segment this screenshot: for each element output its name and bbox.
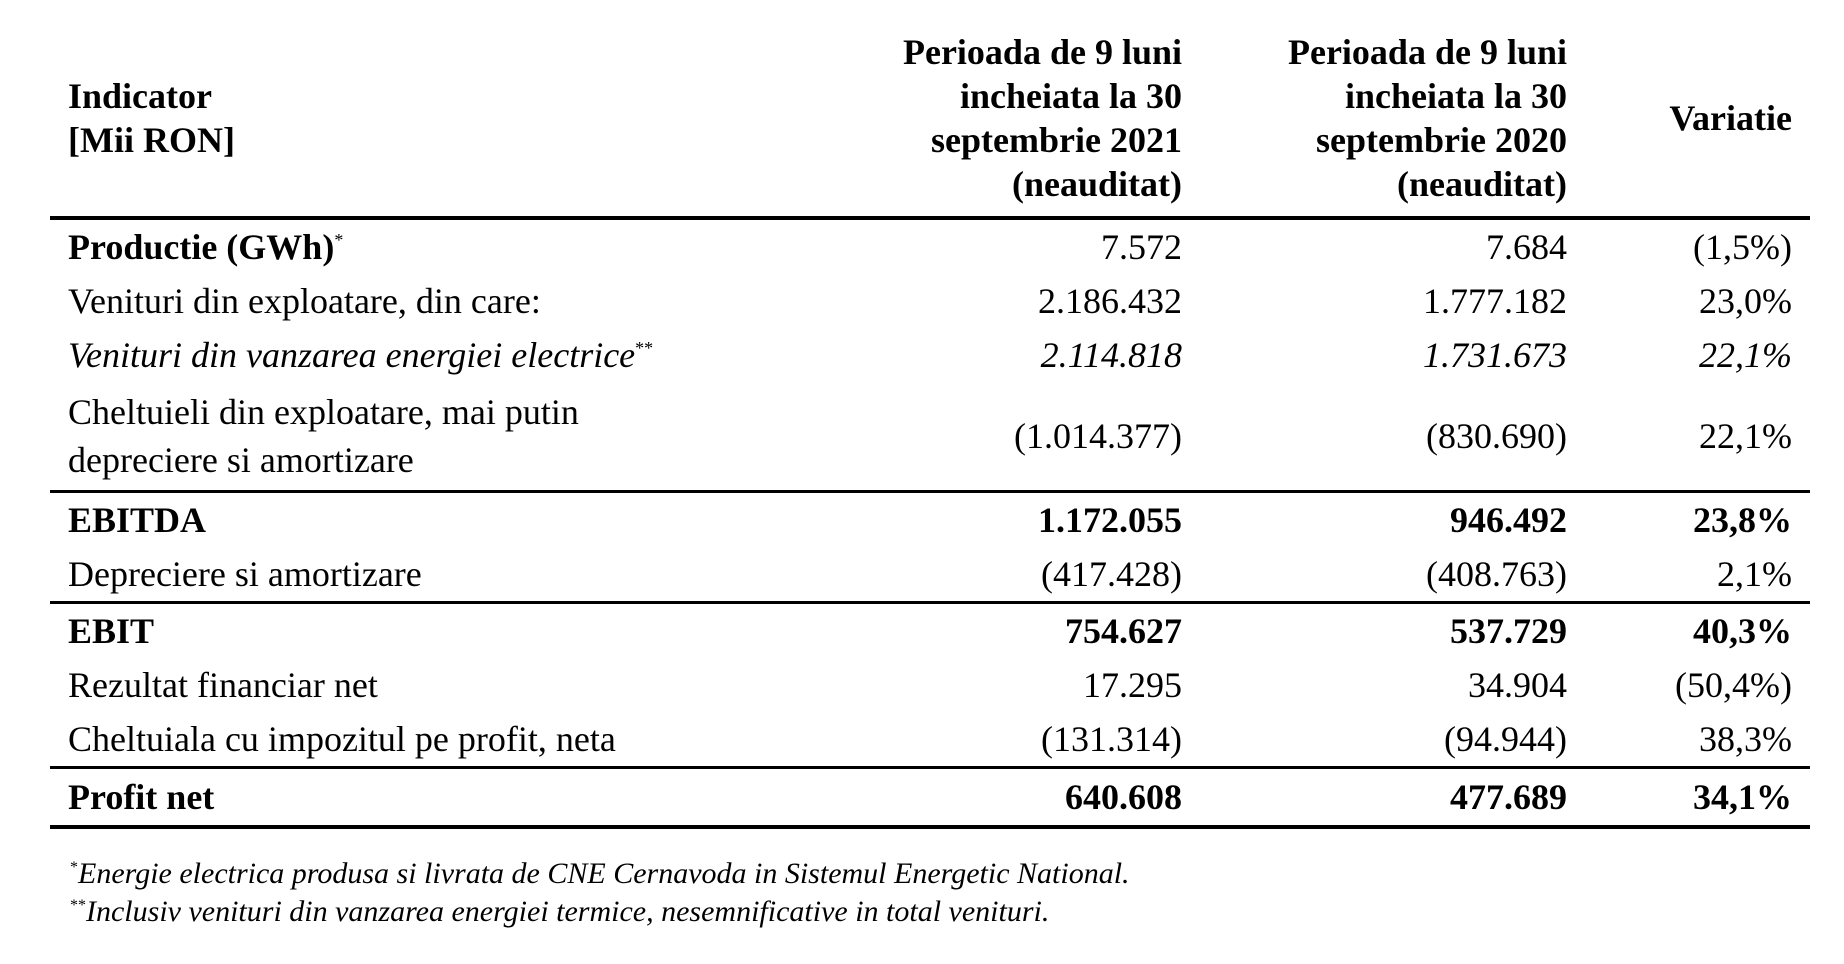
cell-variation: 40,3% (1585, 601, 1810, 658)
cell-2020: (94.944) (1444, 719, 1567, 759)
cell-2021: 7.572 (1101, 227, 1182, 267)
header-period-2021: Perioada de 9 luni incheiata la 30 septe… (800, 30, 1200, 218)
header-2020-line1: Perioada de 9 luni (1287, 32, 1567, 72)
header-2020-line4: (neauditat) (1397, 164, 1567, 204)
table-row-venituri-energie: Venituri din vanzarea energiei electrice… (50, 328, 1810, 382)
row-label: Rezultat financiar net (68, 665, 378, 705)
footnote-1-text: Energie electrica produsa si livrata de … (78, 857, 1130, 890)
row-label: Venituri din vanzarea energiei electrice… (50, 328, 800, 382)
header-variation: Variatie (1669, 98, 1792, 138)
header-indicator-line1: Indicator (68, 76, 212, 116)
table-row-productie: Productie (GWh)* 7.572 7.684 (1,5%) (50, 218, 1810, 274)
cell-variation: (1,5%) (1693, 227, 1792, 267)
footnote-1: *Energie electrica produsa si livrata de… (70, 855, 1770, 893)
table-row-rezultat-financiar: Rezultat financiar net 17.295 34.904 (50… (50, 658, 1810, 712)
table-row-ebitda: EBITDA 1.172.055 946.492 23,8% (50, 490, 1810, 547)
cell-variation: 23,8% (1585, 490, 1810, 547)
cell-variation: 34,1% (1585, 766, 1810, 829)
row-label: Venituri din exploatare, din care: (68, 281, 541, 321)
cell-variation: 2,1% (1717, 554, 1792, 594)
cell-2021: 2.186.432 (1038, 281, 1182, 321)
cell-2021: (131.314) (1041, 719, 1182, 759)
cell-2021: 17.295 (1083, 665, 1182, 705)
cell-2020: 537.729 (1200, 601, 1585, 658)
cell-2021: 640.608 (800, 766, 1200, 829)
footnote-2: **Inclusiv venituri din vanzarea energie… (70, 893, 1770, 931)
cell-variation: 22,1% (1699, 335, 1792, 375)
financial-indicators-table: Indicator [Mii RON] Perioada de 9 luni i… (50, 30, 1810, 829)
cell-variation: 38,3% (1699, 719, 1792, 759)
row-label: EBIT (50, 601, 800, 658)
table-row-impozit-profit: Cheltuiala cu impozitul pe profit, neta … (50, 712, 1810, 768)
cell-2021: 1.172.055 (800, 490, 1200, 547)
cell-2021: (1.014.377) (1014, 416, 1182, 456)
header-indicator: Indicator [Mii RON] (50, 30, 800, 218)
row-label: Profit net (50, 766, 800, 829)
cell-2020: 1.777.182 (1423, 281, 1567, 321)
header-2021-line1: Perioada de 9 luni (902, 32, 1182, 72)
row-label-text: Venituri din vanzarea energiei electrice (68, 335, 636, 375)
row-label: Cheltuieli din exploatare, mai putin dep… (50, 382, 800, 492)
header-indicator-line2: [Mii RON] (68, 120, 235, 160)
table-row-profit-net: Profit net 640.608 477.689 34,1% (50, 766, 1810, 829)
cell-variation: 23,0% (1699, 281, 1792, 321)
cell-variation: 22,1% (1699, 416, 1792, 456)
cell-2021: (417.428) (1041, 554, 1182, 594)
row-label: Productie (GWh)* (50, 218, 800, 274)
header-2021-line2: incheiata la 30 (960, 76, 1182, 116)
row-label-line2: depreciere si amortizare (68, 440, 414, 480)
table-row-depreciere: Depreciere si amortizare (417.428) (408.… (50, 547, 1810, 603)
row-label-line1: Cheltuieli din exploatare, mai putin (68, 392, 579, 432)
cell-2020: (830.690) (1426, 416, 1567, 456)
cell-2020: 946.492 (1200, 490, 1585, 547)
row-label-text: Productie (GWh) (68, 227, 335, 267)
table-row-venituri-exploatare: Venituri din exploatare, din care: 2.186… (50, 274, 1810, 328)
header-period-2020: Perioada de 9 luni incheiata la 30 septe… (1200, 30, 1585, 218)
table-row-cheltuieli-exploatare: Cheltuieli din exploatare, mai putin dep… (50, 382, 1810, 492)
cell-2020: (408.763) (1426, 554, 1567, 594)
footnotes: *Energie electrica produsa si livrata de… (70, 855, 1770, 931)
cell-2021: 754.627 (800, 601, 1200, 658)
header-2020-line3: septembrie 2020 (1316, 120, 1567, 160)
footnote-1-marker: * (70, 859, 78, 876)
row-label: Cheltuiala cu impozitul pe profit, neta (68, 719, 616, 759)
cell-variation: (50,4%) (1675, 665, 1792, 705)
footnote-marker: ** (635, 338, 654, 358)
row-label: EBITDA (50, 490, 800, 547)
cell-2020: 1.731.673 (1423, 335, 1567, 375)
cell-2020: 34.904 (1468, 665, 1567, 705)
cell-2020: 7.684 (1486, 227, 1567, 267)
cell-2020: 477.689 (1200, 766, 1585, 829)
row-label: Depreciere si amortizare (68, 554, 422, 594)
header-2021-line4: (neauditat) (1012, 164, 1182, 204)
header-2020-line2: incheiata la 30 (1345, 76, 1567, 116)
table-header-row: Indicator [Mii RON] Perioada de 9 luni i… (50, 30, 1810, 218)
cell-2021: 2.114.818 (1040, 335, 1182, 375)
footnote-2-text: Inclusiv venituri din vanzarea energiei … (86, 895, 1050, 928)
table-row-ebit: EBIT 754.627 537.729 40,3% (50, 601, 1810, 658)
footnote-2-marker: ** (70, 897, 86, 914)
header-2021-line3: septembrie 2021 (931, 120, 1182, 160)
footnote-marker: * (334, 230, 344, 250)
